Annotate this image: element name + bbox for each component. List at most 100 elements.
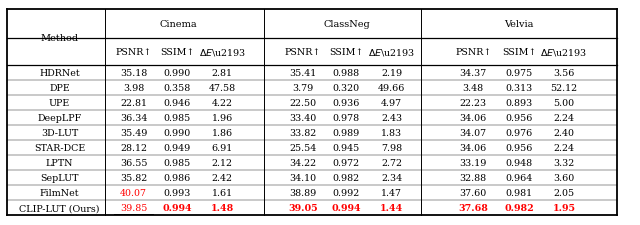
Text: 0.956: 0.956 <box>506 144 533 152</box>
Text: UPE: UPE <box>49 99 70 108</box>
Text: 35.18: 35.18 <box>120 69 147 77</box>
Text: 0.994: 0.994 <box>162 203 192 212</box>
Text: $\Delta E$\u2193: $\Delta E$\u2193 <box>368 47 415 58</box>
Text: 0.936: 0.936 <box>333 99 360 108</box>
Text: 32.88: 32.88 <box>460 173 487 182</box>
Text: 0.975: 0.975 <box>506 69 533 77</box>
Text: 4.22: 4.22 <box>212 99 233 108</box>
Text: 0.948: 0.948 <box>506 158 533 167</box>
Text: 34.10: 34.10 <box>289 173 316 182</box>
Text: 3.60: 3.60 <box>554 173 575 182</box>
Text: 1.61: 1.61 <box>212 188 233 197</box>
Text: 0.956: 0.956 <box>506 113 533 122</box>
Text: 0.985: 0.985 <box>163 158 191 167</box>
Text: 1.96: 1.96 <box>212 113 233 122</box>
Text: 28.12: 28.12 <box>120 144 147 152</box>
Text: 34.06: 34.06 <box>460 144 487 152</box>
Text: 0.985: 0.985 <box>163 113 191 122</box>
Text: 2.42: 2.42 <box>212 173 233 182</box>
Text: 2.72: 2.72 <box>381 158 402 167</box>
Text: 37.60: 37.60 <box>460 188 487 197</box>
Text: 2.40: 2.40 <box>554 128 575 137</box>
Text: 0.978: 0.978 <box>333 113 360 122</box>
Text: Cinema: Cinema <box>159 20 196 29</box>
Text: 0.313: 0.313 <box>506 83 533 92</box>
Text: PSNR↑: PSNR↑ <box>285 48 321 57</box>
Text: 0.982: 0.982 <box>333 173 360 182</box>
Text: 36.55: 36.55 <box>120 158 147 167</box>
Text: 0.946: 0.946 <box>163 99 191 108</box>
Text: Method: Method <box>40 34 79 43</box>
Text: 39.05: 39.05 <box>288 203 317 212</box>
Text: 35.41: 35.41 <box>289 69 316 77</box>
Text: 47.58: 47.58 <box>209 83 236 92</box>
Text: DeepLPF: DeepLPF <box>37 113 81 122</box>
Text: 3.79: 3.79 <box>292 83 314 92</box>
Text: HDRNet: HDRNet <box>39 69 80 77</box>
Text: DPE: DPE <box>49 83 70 92</box>
Text: 1.48: 1.48 <box>211 203 234 212</box>
Text: 40.07: 40.07 <box>120 188 147 197</box>
Text: 2.19: 2.19 <box>381 69 402 77</box>
Text: 3.32: 3.32 <box>554 158 575 167</box>
Text: 0.964: 0.964 <box>506 173 533 182</box>
Text: 0.358: 0.358 <box>163 83 191 92</box>
Text: 3.48: 3.48 <box>463 83 484 92</box>
Text: SSIM↑: SSIM↑ <box>160 48 194 57</box>
Text: 2.81: 2.81 <box>212 69 233 77</box>
Text: 2.24: 2.24 <box>554 113 575 122</box>
Text: 0.981: 0.981 <box>506 188 533 197</box>
Text: 2.05: 2.05 <box>554 188 575 197</box>
Text: 1.95: 1.95 <box>552 203 575 212</box>
Text: 0.949: 0.949 <box>163 144 191 152</box>
Text: 22.50: 22.50 <box>289 99 316 108</box>
Text: 0.945: 0.945 <box>333 144 360 152</box>
Text: $\Delta E$\u2193: $\Delta E$\u2193 <box>540 47 588 58</box>
Text: $\Delta E$\u2193: $\Delta E$\u2193 <box>198 47 246 58</box>
Text: 35.49: 35.49 <box>120 128 147 137</box>
Text: 34.06: 34.06 <box>460 113 487 122</box>
Text: 0.988: 0.988 <box>333 69 360 77</box>
Text: 0.990: 0.990 <box>163 128 191 137</box>
Text: 22.81: 22.81 <box>120 99 147 108</box>
Text: 3.56: 3.56 <box>553 69 575 77</box>
Text: SSIM↑: SSIM↑ <box>329 48 364 57</box>
Text: 33.40: 33.40 <box>289 113 316 122</box>
Text: STAR-DCE: STAR-DCE <box>34 144 85 152</box>
Text: 0.994: 0.994 <box>332 203 361 212</box>
Text: 3.98: 3.98 <box>123 83 144 92</box>
Text: ClassNeg: ClassNeg <box>324 20 371 29</box>
Text: 34.37: 34.37 <box>460 69 487 77</box>
Text: 0.320: 0.320 <box>333 83 360 92</box>
Text: SepLUT: SepLUT <box>40 173 79 182</box>
Text: 0.992: 0.992 <box>333 188 360 197</box>
Text: 37.68: 37.68 <box>458 203 488 212</box>
Text: 1.47: 1.47 <box>381 188 402 197</box>
Text: PSNR↑: PSNR↑ <box>115 48 152 57</box>
Text: 6.91: 6.91 <box>212 144 233 152</box>
Text: LPTN: LPTN <box>45 158 73 167</box>
Text: 0.986: 0.986 <box>163 173 191 182</box>
Text: 34.22: 34.22 <box>289 158 316 167</box>
Text: 2.12: 2.12 <box>212 158 233 167</box>
Text: 49.66: 49.66 <box>378 83 405 92</box>
Text: 4.97: 4.97 <box>381 99 402 108</box>
Text: 2.43: 2.43 <box>381 113 402 122</box>
Text: 33.19: 33.19 <box>460 158 487 167</box>
Text: 0.893: 0.893 <box>506 99 533 108</box>
Text: 0.990: 0.990 <box>163 69 191 77</box>
Text: 7.98: 7.98 <box>381 144 402 152</box>
Text: 34.07: 34.07 <box>460 128 487 137</box>
Text: FilmNet: FilmNet <box>40 188 79 197</box>
Text: 3D-LUT: 3D-LUT <box>41 128 78 137</box>
Text: 1.83: 1.83 <box>381 128 402 137</box>
Text: 38.89: 38.89 <box>289 188 316 197</box>
Text: 1.86: 1.86 <box>212 128 233 137</box>
Text: 25.54: 25.54 <box>289 144 316 152</box>
Text: 0.989: 0.989 <box>333 128 360 137</box>
Text: 1.44: 1.44 <box>380 203 403 212</box>
Text: 36.34: 36.34 <box>120 113 147 122</box>
Text: 5.00: 5.00 <box>554 99 575 108</box>
Text: 33.82: 33.82 <box>289 128 316 137</box>
Text: 22.23: 22.23 <box>460 99 487 108</box>
